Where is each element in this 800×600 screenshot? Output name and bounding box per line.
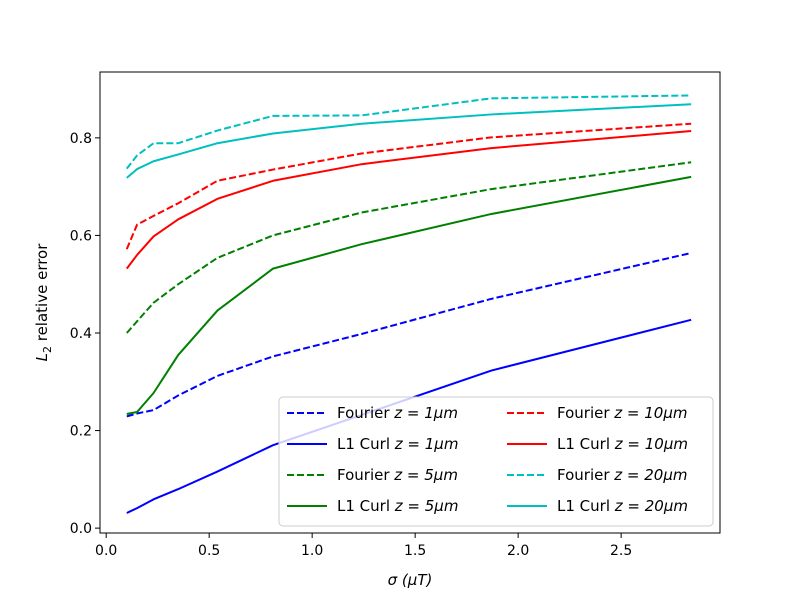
- series-line-8: [126, 103, 692, 179]
- y-axis: 0.0 0.2 0.4 0.6 0.8: [70, 131, 100, 537]
- y-tick-label: 0.4: [70, 326, 92, 342]
- y-axis-label-rest: relative error: [33, 243, 51, 346]
- legend-label-4: L1 Curl z = 5μm: [337, 497, 458, 515]
- y-axis-label-main: L: [33, 353, 51, 361]
- legend: Fourier z = 1μm L1 Curl z = 1μm Fourier z …: [278, 396, 714, 527]
- x-tick-label: 2.0: [507, 543, 529, 559]
- series-layer: [125, 94, 692, 514]
- y-tick-label: 0.0: [70, 521, 92, 537]
- y-tick-label: 0.2: [70, 424, 92, 440]
- series-line-6: [125, 130, 692, 270]
- x-axis: 0.0 0.5 1.0 1.5 2.0 2.5: [95, 533, 632, 559]
- plot-frame: [99, 71, 721, 534]
- legend-box: [278, 396, 714, 527]
- series-line-1: [126, 252, 692, 418]
- legend-label-7: Fourier z = 20μm: [557, 466, 688, 484]
- legend-label-3: Fourier z = 5μm: [337, 466, 458, 484]
- x-tick-label: 0.0: [95, 543, 117, 559]
- series-line-5: [125, 122, 692, 250]
- x-tick-label: 1.0: [301, 543, 323, 559]
- legend-label-5: Fourier z = 10μm: [557, 404, 688, 422]
- y-axis-label: L2 relative error: [33, 243, 54, 362]
- series-line-3: [126, 161, 692, 334]
- legend-label-1: Fourier z = 1μm: [337, 404, 458, 422]
- series-line-2: [126, 318, 692, 514]
- x-tick-label: 1.5: [404, 543, 426, 559]
- legend-label-8: L1 Curl z = 20μm: [557, 497, 688, 515]
- y-axis-label-subscript: 2: [41, 346, 54, 353]
- series-line-7: [125, 94, 692, 170]
- y-tick-label: 0.8: [70, 131, 92, 147]
- x-axis-label: σ (μT): [388, 571, 433, 589]
- legend-label-2: L1 Curl z = 1μm: [337, 435, 458, 453]
- y-tick-label: 0.6: [70, 228, 92, 244]
- series-line-4: [126, 175, 692, 415]
- legend-label-6: L1 Curl z = 10μm: [557, 435, 688, 453]
- x-tick-label: 2.5: [610, 543, 632, 559]
- x-tick-label: 0.5: [198, 543, 220, 559]
